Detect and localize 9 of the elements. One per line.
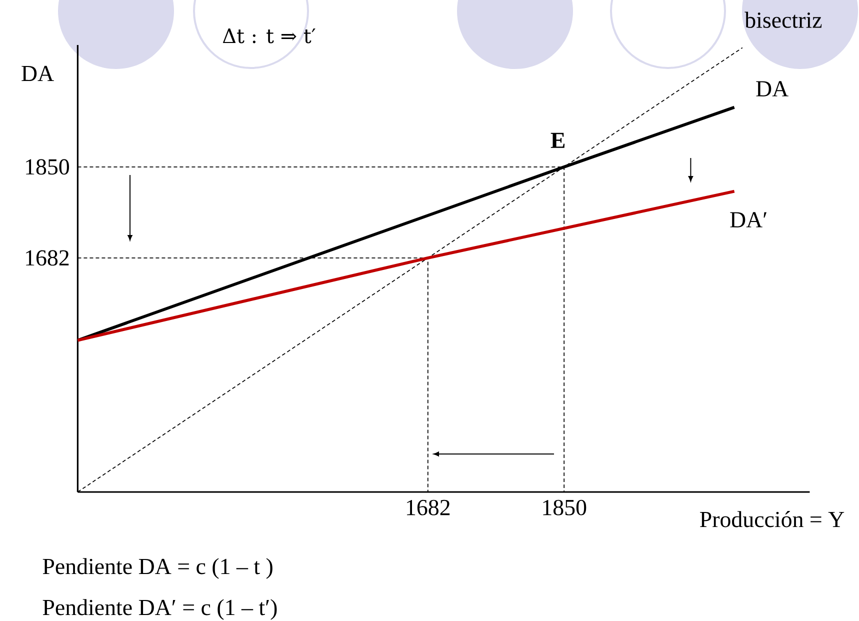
series-label: bisectriz bbox=[744, 12, 822, 28]
text: Pendiente DA′ = c (1 – t′) bbox=[42, 599, 277, 620]
x-axis-title: Producción = Y bbox=[700, 511, 844, 528]
text: Pendiente DA = c (1 – t ) bbox=[42, 558, 272, 579]
annotation: E bbox=[550, 132, 565, 148]
series-label: DA bbox=[756, 81, 788, 96]
y-axis-title: DA bbox=[22, 66, 54, 82]
series-label: DA′ bbox=[730, 212, 766, 228]
chart-title: Δt : t ⇒ t′ bbox=[222, 28, 316, 44]
